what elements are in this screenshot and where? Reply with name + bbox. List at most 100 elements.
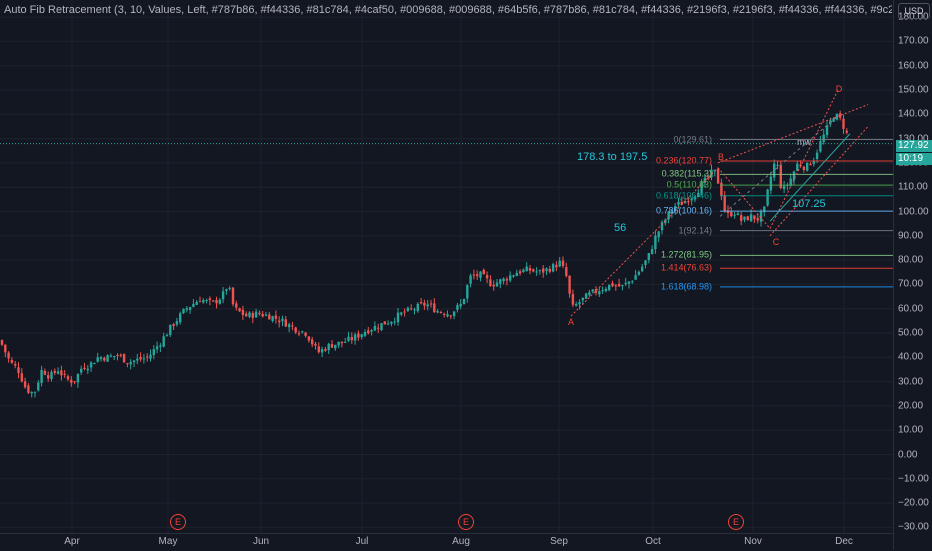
candle-body [241,309,245,315]
candle-body [136,358,139,361]
candle-body [202,300,205,303]
candle-body [350,337,353,341]
candle-body [845,130,848,133]
candle-body [423,302,426,306]
candle-body [53,370,56,373]
candle-body [584,293,588,299]
fib-level-label: 0.382(115.3) [661,168,712,179]
price-tick-label: 110.00 [898,181,928,193]
candle-body [291,325,294,327]
candle-body [598,291,601,295]
candle-body [251,312,254,318]
indicator-title[interactable]: Auto Fib Retracement (3, 10, Values, Lef… [4,4,892,16]
candle-body [73,381,76,383]
price-axis[interactable]: 190.00180.00170.00160.00150.00140.00130.… [893,0,932,550]
candle-body [396,312,400,323]
chart-area[interactable]: Auto Fib Retracement (3, 10, Values, Lef… [0,0,893,533]
candle-body [522,269,525,273]
candle-body [195,301,198,305]
candle-body [759,211,763,222]
time-tick-label: Sep [550,536,568,547]
candle-body [218,299,221,304]
candle-body [548,268,551,272]
candle-body [581,297,584,301]
candle-body [753,215,756,220]
time-tick-label: Oct [645,536,661,547]
candle-body [551,264,555,272]
candle-body [449,315,452,317]
price-tick-label: 40.00 [898,351,924,363]
price-chart[interactable] [0,0,893,533]
price-tick-label: 150.00 [898,84,929,96]
candle-body [499,279,502,284]
candle-body [96,357,99,362]
time-tick-label: Jul [355,536,369,547]
candle-body [802,166,806,170]
candle-body [373,325,377,331]
candle-body [703,177,707,183]
candle-body [746,216,749,221]
time-tick-label: Apr [64,536,80,547]
candle-body [842,118,845,129]
candle-body [509,275,512,281]
candle-body [30,392,33,394]
earnings-marker[interactable]: E [728,514,744,530]
candle-body [400,312,403,315]
candle-body [528,268,532,271]
candle-body [347,336,350,341]
candle-body [215,299,218,304]
candle-body [23,381,27,388]
candle-body [482,269,485,275]
candle-body [231,287,235,305]
candle-body [545,268,548,272]
candle-body [538,270,542,272]
candle-body [410,308,413,310]
candle-body [670,210,674,214]
price-tick-label: 130.00 [898,133,929,145]
price-tick-label: 180.00 [898,11,929,23]
candle-body [40,369,43,383]
candle-body [555,264,558,268]
candle-body [489,279,492,287]
candle-body [558,260,561,267]
currency-badge[interactable]: USD [898,3,930,19]
candle-body [367,330,370,334]
candle-body [466,285,469,299]
earnings-marker[interactable]: E [458,514,474,530]
candle-body [680,201,683,205]
candle-body [565,267,568,276]
candle-body [334,344,337,349]
candle-body [495,282,499,287]
candle-body [730,212,733,217]
candle-body [693,196,697,200]
candle-body [43,370,47,375]
candle-body [433,303,436,313]
earnings-marker[interactable]: E [170,514,186,530]
candle-body [779,165,782,188]
time-axis[interactable]: Apr May Jun Jul Aug Sep Oct Nov Dec [0,533,893,551]
candle-body [225,289,228,291]
candle-body [667,211,670,220]
channel-line-lower [769,126,869,237]
candle-body [142,358,146,360]
candle-body [17,367,20,374]
candle-body [815,152,819,159]
candle-body [235,303,238,308]
fib-level-label: 1.414(76.63) [660,262,712,273]
candle-body [122,353,126,363]
candle-body [525,266,528,272]
price-tick-label: 170.00 [898,35,929,47]
candle-body [377,327,380,329]
candle-body [631,281,634,283]
candle-body [320,349,324,353]
candle-body [621,285,624,287]
wave-label-d: D [835,84,843,94]
channel-line-upper [717,104,869,164]
candle-body [179,313,182,323]
candle-body [20,373,23,382]
candle-body [314,343,317,346]
candle-body [76,373,80,383]
candle-body [281,318,284,322]
candle-body [89,362,93,368]
fib-level-label: 1.618(68.98) [660,281,712,292]
